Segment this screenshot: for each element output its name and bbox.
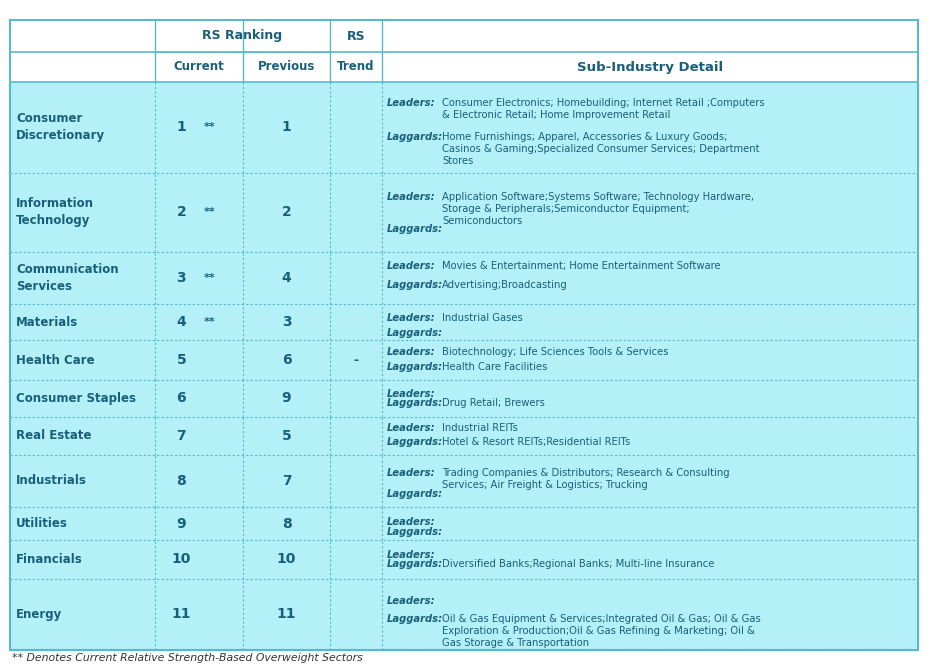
Text: 2: 2 <box>282 205 291 219</box>
Text: Utilities: Utilities <box>16 517 68 530</box>
Text: Laggards:: Laggards: <box>387 560 443 569</box>
Bar <box>10 579 918 650</box>
Text: RS Ranking: RS Ranking <box>203 30 283 42</box>
Text: Industrial Gases: Industrial Gases <box>442 313 523 323</box>
Text: Energy: Energy <box>16 607 62 621</box>
Text: 3: 3 <box>282 315 291 329</box>
Text: Home Furnishings; Apparel, Accessories & Luxury Goods;
Casinos & Gaming;Speciali: Home Furnishings; Apparel, Accessories &… <box>442 132 760 166</box>
Text: Trading Companies & Distributors; Research & Consulting
Services; Air Freight & : Trading Companies & Distributors; Resear… <box>442 468 730 490</box>
Text: Leaders:: Leaders: <box>387 98 435 108</box>
Text: Sub-Industry Detail: Sub-Industry Detail <box>577 60 723 73</box>
Bar <box>10 173 918 251</box>
Text: Laggards:: Laggards: <box>387 527 443 537</box>
Bar <box>10 251 918 304</box>
Text: Leaders:: Leaders: <box>387 550 435 560</box>
Text: **: ** <box>204 122 216 132</box>
Text: Leaders:: Leaders: <box>387 313 435 323</box>
Bar <box>10 340 918 380</box>
Text: Information
Technology: Information Technology <box>16 197 94 227</box>
Text: Previous: Previous <box>258 60 315 73</box>
Text: 1: 1 <box>177 120 186 134</box>
Text: Industrials: Industrials <box>16 474 86 487</box>
Text: Consumer
Discretionary: Consumer Discretionary <box>16 112 105 142</box>
Bar <box>10 507 918 540</box>
Text: Oil & Gas Equipment & Services;Integrated Oil & Gas; Oil & Gas
Exploration & Pro: Oil & Gas Equipment & Services;Integrate… <box>442 614 761 648</box>
Bar <box>10 417 918 455</box>
Text: Leaders:: Leaders: <box>387 423 435 433</box>
Text: Leaders:: Leaders: <box>387 468 435 478</box>
Text: Leaders:: Leaders: <box>387 192 435 202</box>
Text: 6: 6 <box>282 353 291 368</box>
Text: Advertising;Broadcasting: Advertising;Broadcasting <box>442 280 567 290</box>
Text: Leaders:: Leaders: <box>387 517 435 527</box>
Text: Laggards:: Laggards: <box>387 437 443 448</box>
Text: 2: 2 <box>177 205 186 219</box>
Text: 11: 11 <box>172 607 192 621</box>
Text: 4: 4 <box>177 315 186 329</box>
Text: Industrial REITs: Industrial REITs <box>442 423 518 433</box>
Text: Materials: Materials <box>16 316 78 329</box>
Text: Laggards:: Laggards: <box>387 362 443 372</box>
Text: Laggards:: Laggards: <box>387 614 443 624</box>
Text: 3: 3 <box>177 271 186 285</box>
Text: 5: 5 <box>177 353 186 368</box>
Text: Health Care Facilities: Health Care Facilities <box>442 362 548 372</box>
Text: **: ** <box>204 317 216 327</box>
Text: Leaders:: Leaders: <box>387 596 435 606</box>
Text: Financials: Financials <box>16 553 83 566</box>
Text: 11: 11 <box>277 607 297 621</box>
Text: 1: 1 <box>282 120 291 134</box>
Text: Leaders:: Leaders: <box>387 347 435 358</box>
Text: Drug Retail; Brewers: Drug Retail; Brewers <box>442 398 545 409</box>
Text: Laggards:: Laggards: <box>387 280 443 290</box>
Text: Real Estate: Real Estate <box>16 429 91 442</box>
Text: Biotechnology; Life Sciences Tools & Services: Biotechnology; Life Sciences Tools & Ser… <box>442 347 669 358</box>
Text: Leaders:: Leaders: <box>387 261 435 271</box>
Text: Leaders:: Leaders: <box>387 389 435 399</box>
Text: Diversified Banks;Regional Banks; Multi-line Insurance: Diversified Banks;Regional Banks; Multi-… <box>442 560 714 569</box>
Text: Laggards:: Laggards: <box>387 132 443 142</box>
Text: Hotel & Resort REITs;Residential REITs: Hotel & Resort REITs;Residential REITs <box>442 437 631 448</box>
Text: 6: 6 <box>177 391 186 405</box>
Text: 9: 9 <box>177 517 186 531</box>
Text: Application Software;Systems Software; Technology Hardware,
Storage & Peripheral: Application Software;Systems Software; T… <box>442 192 754 226</box>
Text: **: ** <box>204 273 216 283</box>
Text: Laggards:: Laggards: <box>387 489 443 499</box>
Text: Consumer Electronics; Homebuilding; Internet Retail ;Computers
& Electronic Reta: Consumer Electronics; Homebuilding; Inte… <box>442 98 764 120</box>
Text: Communication
Services: Communication Services <box>16 263 119 293</box>
Text: 10: 10 <box>172 552 191 566</box>
Text: 8: 8 <box>177 474 186 488</box>
Text: ** Denotes Current Relative Strength-Based Overweight Sectors: ** Denotes Current Relative Strength-Bas… <box>12 653 363 663</box>
Text: Laggards:: Laggards: <box>387 327 443 337</box>
Text: 5: 5 <box>282 429 291 443</box>
Text: -: - <box>353 353 359 367</box>
Text: Current: Current <box>174 60 224 73</box>
Bar <box>10 380 918 417</box>
Text: Health Care: Health Care <box>16 353 95 367</box>
Text: **: ** <box>204 207 216 217</box>
Text: 10: 10 <box>277 552 296 566</box>
Text: 4: 4 <box>282 271 291 285</box>
Text: Movies & Entertainment; Home Entertainment Software: Movies & Entertainment; Home Entertainme… <box>442 261 721 271</box>
Bar <box>10 82 918 173</box>
Text: 7: 7 <box>282 474 291 488</box>
Text: 9: 9 <box>282 391 291 405</box>
Text: Consumer Staples: Consumer Staples <box>16 392 136 405</box>
Text: RS: RS <box>347 30 365 42</box>
Bar <box>10 455 918 507</box>
Text: Trend: Trend <box>338 60 375 73</box>
Bar <box>10 540 918 579</box>
Text: 7: 7 <box>177 429 186 443</box>
Text: Laggards:: Laggards: <box>387 398 443 409</box>
Bar <box>10 304 918 340</box>
Text: Laggards:: Laggards: <box>387 224 443 234</box>
Bar <box>10 20 918 82</box>
Text: 8: 8 <box>282 517 291 531</box>
